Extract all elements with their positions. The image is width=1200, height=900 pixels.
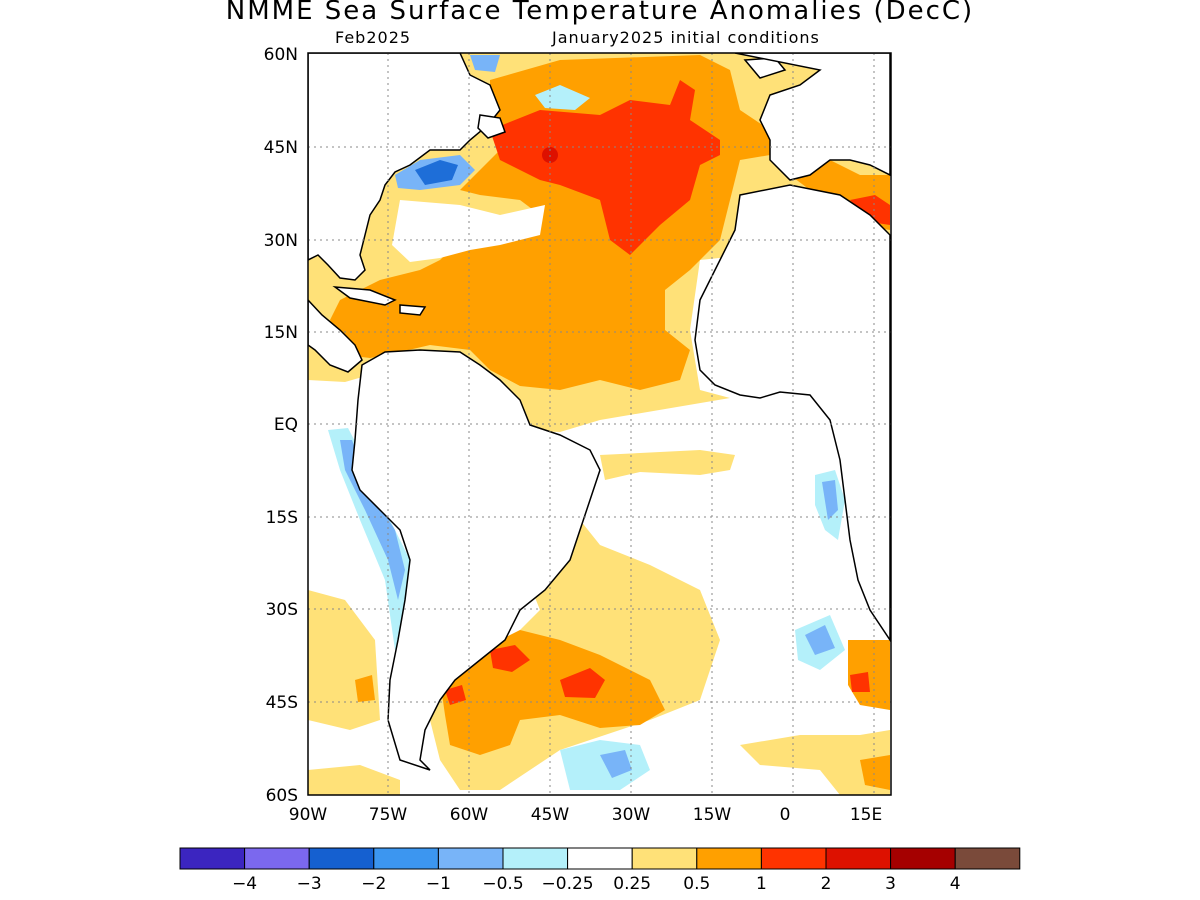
newfoundland	[477, 114, 506, 139]
gridlines	[308, 53, 891, 795]
colorbar-label: −1	[426, 874, 451, 894]
colorbar-swatch	[179, 847, 246, 870]
colorbar-label: 0.25	[613, 874, 651, 894]
anomaly-davis-cold	[535, 85, 590, 110]
anomaly-southern-band	[740, 730, 890, 795]
colorbar-label: 3	[885, 874, 896, 894]
colorbar-label: 1	[756, 874, 767, 894]
colorbar-label: −4	[232, 874, 257, 894]
colorbar-swatch	[954, 847, 1021, 870]
colorbar-swatch	[825, 847, 892, 870]
lat-tick: 30N	[264, 231, 298, 251]
colorbar-swatch	[631, 847, 698, 870]
africa	[694, 184, 891, 643]
colorbar: −4 −3 −2 −1 −0.5 −0.25 0.25 0.5 1 2 3 4	[179, 847, 1021, 894]
anomaly-agulhas	[848, 640, 890, 710]
initial-conditions-label: January2025 initial conditions	[552, 28, 820, 47]
colorbar-label: −3	[297, 874, 322, 894]
colorbar-label: 2	[821, 874, 832, 894]
colorbar-swatch	[760, 847, 827, 870]
coastlines	[308, 53, 891, 771]
central-america	[308, 298, 363, 373]
lon-tick: 15W	[693, 805, 732, 825]
lat-tick: 60N	[264, 45, 298, 65]
colorbar-swatch	[696, 847, 762, 870]
anomaly-agulhas-red	[850, 672, 870, 692]
cuba	[332, 286, 397, 306]
anomaly-med-red	[850, 195, 890, 225]
lat-tick: 15N	[264, 323, 298, 343]
anomaly-na-neutral-1	[392, 200, 545, 262]
lat-tick: EQ	[274, 415, 298, 435]
anomaly-labrador-cold	[470, 55, 500, 72]
lon-tick: 30W	[612, 805, 651, 825]
map-frame	[307, 52, 892, 796]
north-america	[308, 53, 501, 281]
anomaly-sa-red-1	[560, 668, 605, 698]
lat-tick: 30S	[266, 600, 298, 620]
colorbar-swatch	[502, 847, 569, 870]
anomaly-sa-cold	[560, 740, 650, 790]
colorbar-swatch	[890, 847, 956, 870]
lon-tick: 15E	[850, 805, 882, 825]
anomaly-na-red	[490, 80, 720, 255]
anomaly-sa-cold-core	[600, 750, 632, 778]
anomaly-sepacific-orange	[355, 675, 375, 702]
anomaly-cape-cold-core	[805, 625, 835, 655]
colorbar-swatch	[244, 847, 310, 870]
anomaly-gulf-maine-cold-core	[415, 160, 458, 185]
hispaniola	[399, 304, 427, 316]
colorbar-swatch	[373, 847, 439, 870]
colorbar-label: 4	[950, 874, 961, 894]
colorbar-swatch	[308, 847, 375, 870]
anomaly-southern-orange	[860, 755, 890, 790]
lat-tick: 60S	[266, 786, 298, 806]
europe	[734, 53, 891, 181]
lon-axis: 90W 75W 60W 45W 30W 15W 0 15E	[289, 805, 882, 825]
anomaly-benguela-cold-core	[822, 480, 838, 520]
anomaly-equatorial	[600, 450, 735, 480]
lon-tick: 90W	[289, 805, 328, 825]
colorbar-label: −0.25	[542, 874, 594, 894]
forecast-month: Feb2025	[335, 28, 412, 47]
lon-tick: 0	[780, 805, 791, 825]
lon-tick: 45W	[531, 805, 570, 825]
colorbar-swatch	[437, 847, 504, 870]
lat-tick: 15S	[266, 508, 298, 528]
lon-tick: 60W	[450, 805, 489, 825]
anomaly-drake	[308, 765, 400, 795]
south-america	[351, 349, 601, 771]
colorbar-swatch	[567, 847, 633, 870]
anomaly-sa-red-2	[490, 645, 530, 672]
lon-tick: 75W	[369, 805, 408, 825]
lat-tick: 45S	[266, 693, 298, 713]
colorbar-label: 0.5	[683, 874, 710, 894]
colorbar-label: −2	[361, 874, 386, 894]
colorbar-label: −0.5	[482, 874, 523, 894]
anomaly-sa-red-3	[445, 685, 466, 705]
lat-axis: 60N 45N 30N 15N EQ 15S 30S 45S 60S	[264, 45, 298, 806]
chart-title: NMME Sea Surface Temperature Anomalies (…	[225, 0, 975, 26]
lat-tick: 45N	[264, 138, 298, 158]
anomaly-peru-cold	[328, 428, 410, 650]
